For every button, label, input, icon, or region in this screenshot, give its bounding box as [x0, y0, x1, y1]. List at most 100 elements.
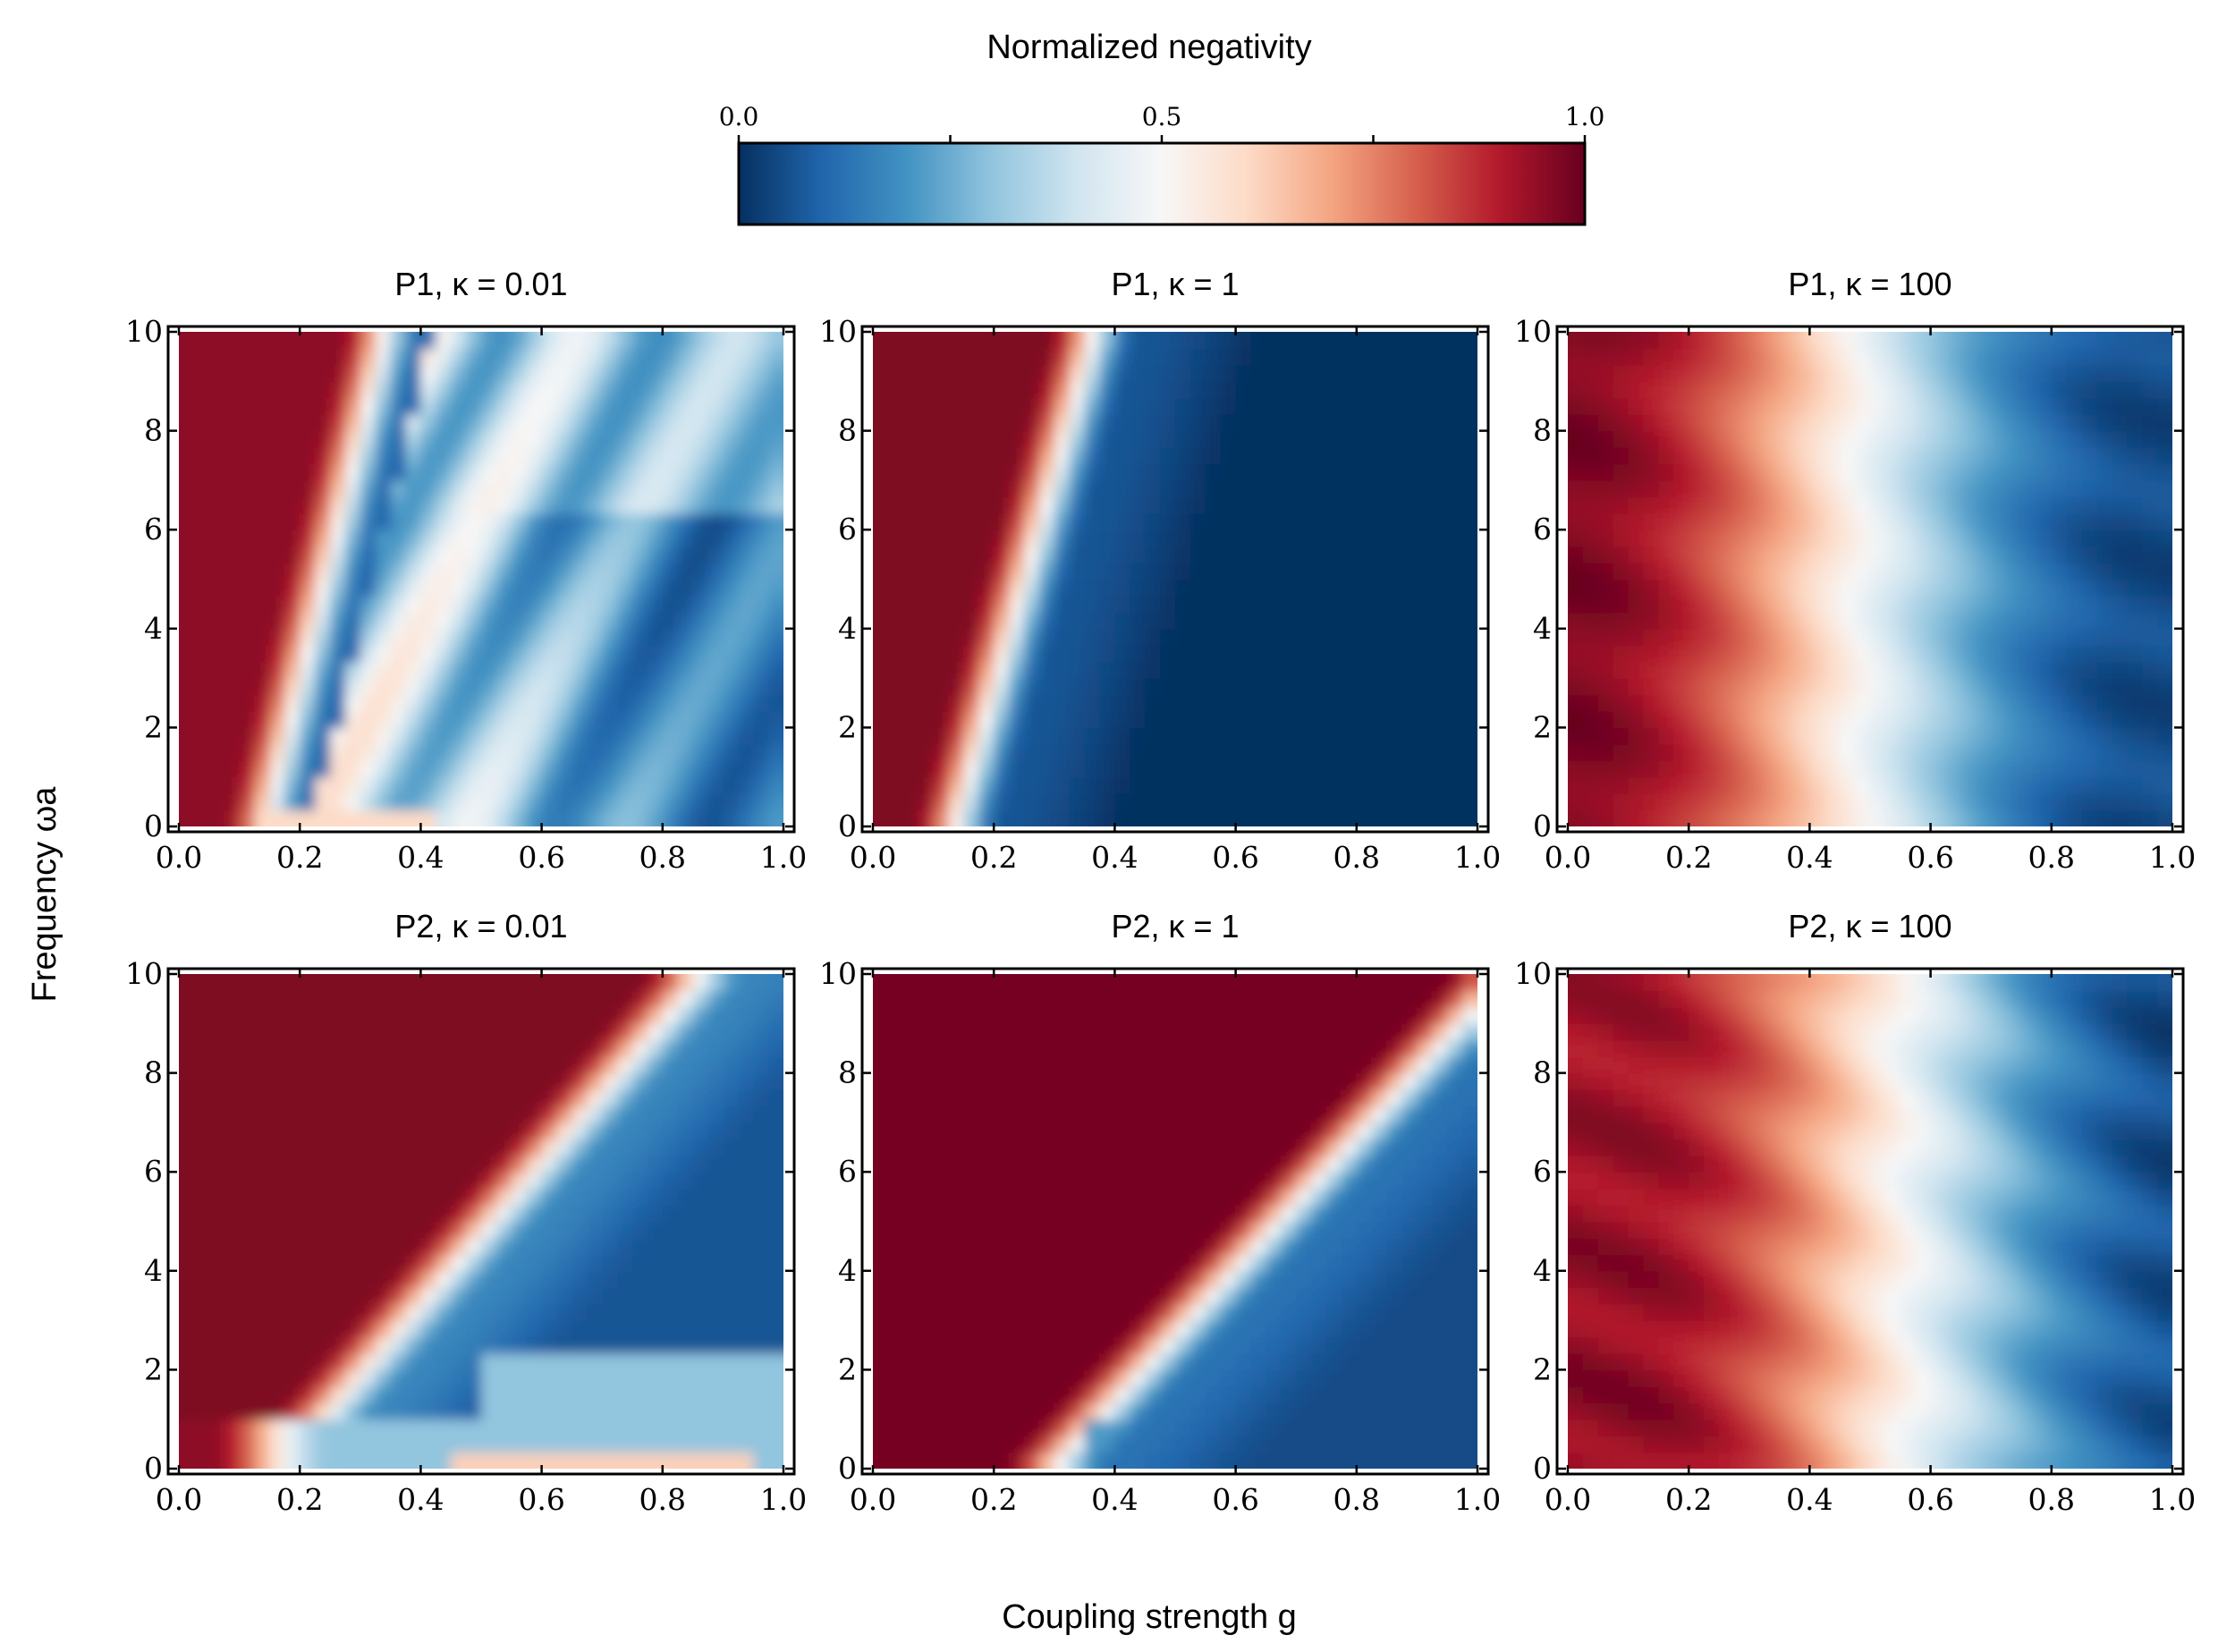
heatmap-cell: [1613, 513, 1630, 530]
heatmap-cell: [1386, 397, 1403, 415]
heatmap-cell: [1689, 546, 1705, 563]
heatmap-cell: [1038, 793, 1055, 811]
heatmap-cell: [2021, 463, 2037, 481]
heatmap-cell: [1945, 364, 1962, 383]
heatmap-cell: [1900, 364, 1917, 383]
heatmap-cell: [2036, 595, 2053, 614]
heatmap-cell: [2066, 332, 2083, 333]
heatmap-cell: [994, 332, 1010, 350]
heatmap-cell: [1054, 529, 1071, 547]
heatmap-cell: [1326, 678, 1342, 696]
heatmap-cell: [2127, 645, 2143, 663]
heatmap-cell: [239, 743, 256, 762]
heatmap-cell: [1582, 727, 1599, 745]
heatmap-cell: [1341, 760, 1358, 778]
heatmap-cell: [1311, 513, 1327, 530]
heatmap-cell: [1145, 430, 1161, 448]
heatmap-cell: [1266, 563, 1283, 580]
x-tick-label: 0.8: [1333, 840, 1380, 875]
heatmap-cell: [481, 1072, 497, 1090]
heatmap-cell: [1748, 793, 1765, 811]
heatmap-cell: [2112, 364, 2129, 383]
heatmap-cell: [511, 1221, 528, 1239]
heatmap-cell: [887, 332, 904, 350]
heatmap-cell: [1840, 710, 1856, 729]
heatmap-cell: [677, 595, 694, 614]
heatmap-cell: [1326, 364, 1342, 383]
heatmap-cell: [481, 348, 497, 366]
heatmap-cell: [360, 397, 377, 415]
heatmap-cell: [677, 678, 694, 696]
heatmap-cell: [1568, 332, 1584, 333]
heatmap-cell: [254, 579, 271, 597]
heatmap-cell: [405, 1039, 422, 1057]
heatmap-cell: [451, 1122, 467, 1140]
heatmap-cell: [1024, 645, 1040, 663]
heatmap-cell: [1915, 430, 1932, 448]
heatmap-cell: [1477, 793, 1494, 810]
heatmap-cell: [662, 760, 679, 778]
heatmap-cell: [254, 447, 271, 465]
heatmap-cell: [1235, 463, 1252, 481]
heatmap-cell: [2157, 776, 2172, 794]
heatmap-cell: [179, 809, 195, 826]
heatmap-cell: [1960, 760, 1977, 778]
heatmap-cell: [1628, 513, 1645, 530]
heatmap-cell: [436, 710, 452, 729]
heatmap-cell: [254, 661, 271, 679]
heatmap-cell: [1130, 364, 1146, 383]
heatmap-cell: [1870, 809, 1886, 826]
heatmap-cell: [269, 1188, 286, 1206]
heatmap-cell: [466, 974, 482, 992]
heatmap-cell: [2112, 348, 2129, 366]
heatmap-cell: [1084, 743, 1101, 762]
heatmap-cell: [1099, 430, 1116, 448]
heatmap-cell: [1356, 727, 1373, 745]
heatmap-cell: [511, 1352, 528, 1371]
heatmap-cell: [1597, 381, 1614, 399]
heatmap-cell: [390, 1089, 407, 1107]
heatmap-cell: [1447, 727, 1463, 745]
heatmap-cell: [511, 1369, 528, 1387]
panel-title: P1, κ = 100: [1788, 266, 1951, 302]
heatmap-cell: [239, 1320, 256, 1338]
heatmap-cell: [933, 809, 950, 826]
heatmap-cell: [873, 760, 889, 778]
heatmap-cell: [587, 546, 603, 563]
heatmap-cell: [1099, 447, 1116, 465]
heatmap-cell: [300, 1023, 316, 1041]
heatmap-cell: [390, 332, 407, 350]
heatmap-cell: [753, 760, 769, 778]
heatmap-cell: [2081, 513, 2098, 530]
heatmap-cell: [1160, 397, 1176, 415]
heatmap-cell: [1356, 809, 1373, 826]
heatmap-cell: [2051, 809, 2068, 826]
heatmap-cell: [405, 479, 422, 498]
heatmap-cell: [963, 397, 980, 415]
heatmap-cell: [2021, 727, 2037, 745]
heatmap-cell: [495, 1122, 512, 1140]
heatmap-cell: [466, 1106, 482, 1123]
heatmap-cell: [1054, 447, 1071, 465]
heatmap-cell: [193, 364, 210, 383]
heatmap-cell: [420, 364, 437, 383]
heatmap-cell: [948, 463, 965, 481]
heatmap-cell: [1160, 809, 1176, 826]
heatmap-cell: [1024, 826, 1040, 843]
heatmap-cell: [2157, 612, 2172, 630]
heatmap-cell: [1145, 628, 1161, 647]
heatmap-cell: [1960, 727, 1977, 745]
heatmap-cell: [571, 397, 588, 415]
heatmap-cell: [2021, 529, 2037, 547]
heatmap-cell: [1855, 776, 1871, 794]
heatmap-cell: [692, 579, 709, 597]
heatmap-cell: [1884, 348, 1901, 366]
heatmap-cell: [783, 546, 800, 563]
heatmap-cell: [1658, 414, 1675, 432]
heatmap-cell: [1870, 727, 1886, 745]
heatmap-cell: [662, 645, 679, 663]
heatmap-cell: [239, 1419, 256, 1436]
heatmap-cell: [1054, 826, 1071, 843]
heatmap-cell: [451, 546, 467, 563]
heatmap-cell: [723, 710, 740, 729]
